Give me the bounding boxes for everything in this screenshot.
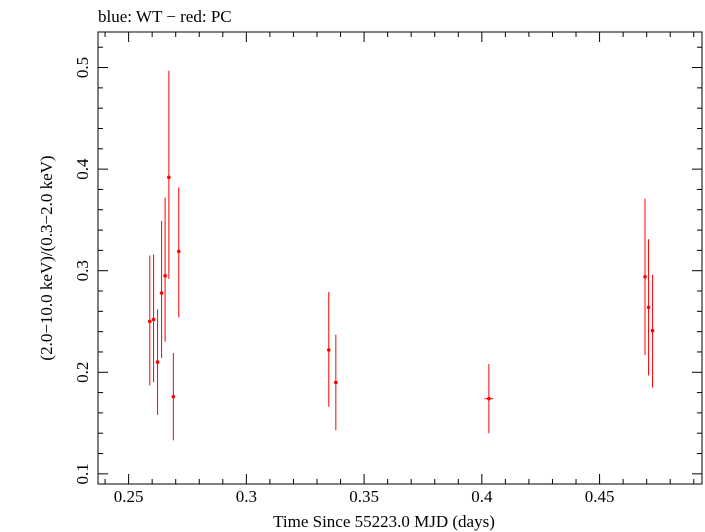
data-point <box>167 70 171 279</box>
data-point <box>646 239 651 376</box>
x-ticks: 0.25 0.3 0.35 0.4 0.45 <box>104 32 695 506</box>
data-marker <box>650 328 655 333</box>
x-tick-label: 0.3 <box>236 487 257 506</box>
data-point <box>151 254 156 383</box>
x-axis-label: Time Since 55223.0 MJD (days) <box>273 512 495 531</box>
data-marker <box>151 317 156 322</box>
data-marker <box>334 380 338 385</box>
x-tick-label: 0.35 <box>349 487 379 506</box>
data-marker <box>326 348 331 352</box>
data-point <box>176 187 181 318</box>
chart-title: blue: WT − red: PC <box>98 7 232 26</box>
data-marker <box>646 305 651 310</box>
x-tick-label: 0.25 <box>114 487 144 506</box>
y-axis-label: (2.0−10.0 keV)/(0.3−2.0 keV) <box>37 155 56 360</box>
y-tick-label: 0.2 <box>73 362 92 383</box>
data-point <box>326 292 331 407</box>
x-tick-label: 0.45 <box>585 487 615 506</box>
data-marker <box>159 291 164 295</box>
data-marker <box>643 274 647 279</box>
data-point <box>171 352 176 441</box>
data-marker <box>176 249 181 254</box>
data-point <box>334 334 338 431</box>
data-point <box>484 364 494 434</box>
plot-frame <box>97 31 703 485</box>
data-point <box>163 197 167 342</box>
data-marker <box>171 394 176 399</box>
data-point <box>159 220 164 359</box>
data-marker <box>148 319 152 324</box>
data-marker <box>155 360 160 364</box>
data-marker <box>163 273 167 278</box>
x-tick-label: 0.4 <box>471 487 493 506</box>
data-point <box>155 309 160 415</box>
y-tick-label: 0.4 <box>73 158 92 180</box>
y-tick-label: 0.5 <box>73 57 92 78</box>
data-series <box>148 70 655 441</box>
data-point <box>148 255 152 386</box>
y-tick-label: 0.3 <box>73 260 92 281</box>
y-ticks: 0.1 0.2 0.3 0.4 0.5 <box>73 46 702 484</box>
data-point <box>650 274 655 388</box>
data-point <box>643 198 647 356</box>
y-tick-label: 0.1 <box>73 463 92 484</box>
data-marker <box>487 396 491 401</box>
data-marker <box>167 175 171 180</box>
